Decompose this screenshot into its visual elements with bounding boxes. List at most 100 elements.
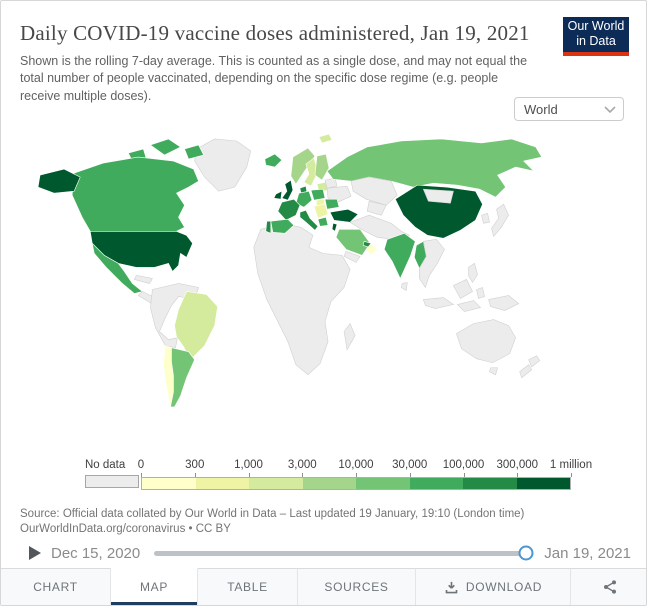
country-tasmania[interactable] bbox=[489, 367, 498, 376]
country-africa[interactable] bbox=[253, 222, 351, 376]
legend-no-data[interactable]: No data bbox=[85, 459, 139, 488]
country-spain[interactable] bbox=[270, 218, 295, 234]
country-france[interactable] bbox=[277, 198, 301, 221]
country-yemen[interactable] bbox=[343, 250, 361, 263]
country-norway[interactable] bbox=[290, 147, 316, 185]
country-philippines[interactable] bbox=[468, 262, 478, 284]
legend-bin[interactable] bbox=[195, 478, 249, 489]
country-new-zealand-south[interactable] bbox=[519, 364, 533, 379]
tab-map[interactable]: MAP bbox=[111, 568, 198, 605]
country-iceland[interactable] bbox=[264, 153, 283, 168]
country-svalbard[interactable] bbox=[318, 133, 333, 144]
country-oman[interactable] bbox=[365, 242, 378, 256]
legend-bin[interactable] bbox=[356, 478, 410, 489]
country-sumatra-java[interactable] bbox=[422, 297, 455, 309]
region-dropdown[interactable]: World bbox=[514, 97, 624, 121]
chevron-down-icon bbox=[604, 105, 616, 113]
choropleth-map bbox=[37, 133, 543, 408]
country-mongolia[interactable] bbox=[422, 188, 454, 204]
country-australia[interactable] bbox=[456, 319, 516, 364]
country-belarus[interactable] bbox=[324, 177, 338, 189]
country-ukraine[interactable] bbox=[326, 185, 352, 203]
logo-line1: Our World bbox=[567, 19, 625, 33]
country-borneo[interactable] bbox=[453, 279, 473, 299]
country-uk[interactable] bbox=[281, 179, 294, 201]
country-new-guinea[interactable] bbox=[488, 295, 520, 311]
tab-sources[interactable]: SOURCES bbox=[298, 568, 416, 605]
footer-tab-bar: CHART MAP TABLE SOURCES DOWNLOAD bbox=[1, 568, 646, 605]
country-poland[interactable] bbox=[310, 188, 326, 201]
share-icon bbox=[603, 580, 616, 594]
country-japan[interactable] bbox=[491, 203, 509, 237]
country-turkey[interactable] bbox=[329, 208, 359, 223]
country-italy[interactable] bbox=[299, 209, 319, 231]
tab-download-label: DOWNLOAD bbox=[465, 580, 543, 594]
country-sri-lanka[interactable] bbox=[400, 282, 408, 291]
world-map bbox=[28, 128, 620, 458]
country-kazakhstan[interactable] bbox=[350, 176, 398, 206]
legend-bin[interactable] bbox=[249, 478, 303, 489]
country-argentina[interactable] bbox=[170, 347, 195, 408]
legend-scale: 0 300 1,000 3,000 10,000 30,000 100,000 300,000… bbox=[137, 459, 592, 490]
play-button[interactable] bbox=[28, 545, 42, 561]
legend-color-bar bbox=[141, 477, 571, 490]
country-finland[interactable] bbox=[314, 153, 330, 181]
legend-bin[interactable] bbox=[409, 478, 463, 489]
country-sulawesi[interactable] bbox=[476, 287, 485, 299]
source-line2[interactable]: OurWorldInData.org/coronavirus • CC BY bbox=[20, 522, 231, 535]
country-lesser-sunda[interactable] bbox=[456, 300, 482, 312]
country-portugal[interactable] bbox=[265, 220, 272, 234]
country-central-asia[interactable] bbox=[366, 200, 387, 216]
country-madagascar[interactable] bbox=[343, 323, 356, 351]
legend-bin[interactable] bbox=[463, 478, 517, 489]
tab-table[interactable]: TABLE bbox=[198, 568, 298, 605]
country-china[interactable] bbox=[394, 184, 483, 239]
country-canada[interactable] bbox=[71, 156, 199, 232]
legend-tick-label: 100,000 bbox=[442, 459, 485, 471]
timeline-track[interactable] bbox=[154, 545, 534, 561]
country-romania[interactable] bbox=[324, 198, 340, 210]
country-greece[interactable] bbox=[317, 216, 329, 227]
country-israel[interactable] bbox=[331, 222, 338, 232]
legend-tick-labels: 0 300 1,000 3,000 10,000 30,000 100,000 300,000… bbox=[137, 459, 592, 473]
country-brazil[interactable] bbox=[174, 291, 218, 361]
legend-bin[interactable] bbox=[516, 478, 570, 489]
tab-sources-label: SOURCES bbox=[324, 580, 389, 594]
legend-tick-label: 300 bbox=[185, 459, 205, 471]
country-korea[interactable] bbox=[481, 212, 490, 224]
country-cuba[interactable] bbox=[133, 275, 153, 284]
country-balkans[interactable] bbox=[313, 203, 329, 219]
country-greenland[interactable] bbox=[194, 138, 252, 192]
chart-subtitle: Shown is the rolling 7-day average. This… bbox=[20, 54, 528, 103]
timeline: Dec 15, 2020 Jan 19, 2021 bbox=[20, 539, 631, 567]
legend-tick-label: 1,000 bbox=[234, 459, 263, 471]
share-button[interactable] bbox=[571, 568, 646, 605]
tab-chart[interactable]: CHART bbox=[1, 568, 111, 605]
tab-download[interactable]: DOWNLOAD bbox=[416, 568, 571, 605]
country-alaska[interactable] bbox=[37, 168, 81, 194]
country-canada-arctic[interactable] bbox=[149, 138, 182, 156]
country-saudi-arabia[interactable] bbox=[335, 228, 371, 256]
country-india[interactable] bbox=[383, 232, 416, 280]
country-se-asia[interactable] bbox=[419, 238, 445, 289]
country-south-america-west[interactable] bbox=[150, 283, 199, 349]
country-sweden[interactable] bbox=[303, 157, 319, 187]
header: Daily COVID-19 vaccine doses administere… bbox=[1, 1, 646, 105]
country-ireland[interactable] bbox=[273, 190, 283, 200]
tab-map-label: MAP bbox=[139, 580, 169, 594]
country-canada-arctic[interactable] bbox=[184, 144, 205, 160]
legend-tick-label: 0 bbox=[137, 459, 145, 471]
legend-tick-label: 10,000 bbox=[338, 459, 374, 471]
legend-bin[interactable] bbox=[142, 478, 196, 489]
source-line1: Source: Official data collated by Our Wo… bbox=[20, 508, 525, 520]
timeline-handle[interactable] bbox=[518, 545, 534, 561]
tab-chart-label: CHART bbox=[33, 580, 78, 594]
tab-table-label: TABLE bbox=[227, 580, 268, 594]
legend-bin[interactable] bbox=[302, 478, 356, 489]
logo-line2: in Data bbox=[576, 34, 616, 48]
timeline-start-label: Dec 15, 2020 bbox=[51, 544, 141, 562]
country-new-zealand-north[interactable] bbox=[528, 355, 541, 368]
owid-logo[interactable]: Our World in Data bbox=[563, 14, 629, 56]
legend-no-data-label: No data bbox=[85, 459, 126, 471]
